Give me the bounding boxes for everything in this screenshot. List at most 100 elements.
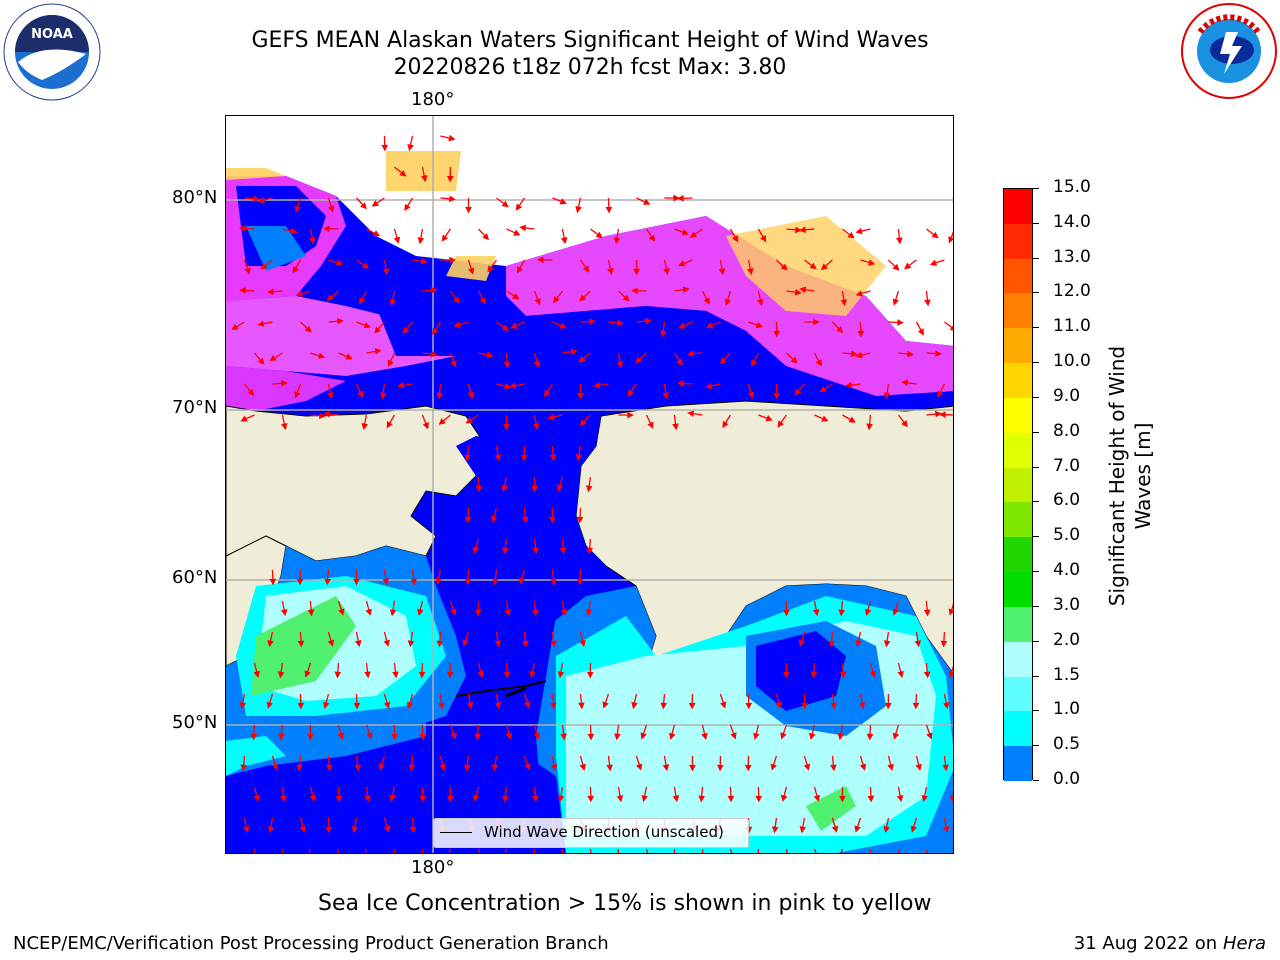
colorbar-title-line2: Waves [m] [1131,422,1155,530]
wind-arrow-head [532,547,539,555]
wind-arrow-head [585,485,593,493]
wind-arrow-head [840,299,848,307]
wind-arrow-head [836,326,844,334]
wind-arrow-head [243,826,250,834]
wind-arrow-head [948,608,953,616]
wind-arrow-head [641,795,648,803]
wind-arrow [308,848,312,853]
wind-arrow [813,848,817,853]
wind-arrow-head [520,454,528,462]
wind-arrow-head [687,410,695,418]
wind-arrow-head [949,325,953,331]
wind-arrow-head [701,732,708,740]
wind-arrow-head [467,267,475,275]
wind-arrow-head [559,322,567,329]
wind-arrow-head [892,298,899,306]
footer-host: Hera [1222,933,1266,954]
noaa-logo: NOAA [2,2,102,102]
wind-arrow-head [537,256,544,264]
wind-arrow-head [386,421,393,429]
wind-arrow-head [904,262,912,270]
wind-arrow-head [559,547,567,555]
wind-arrow-head [266,701,273,709]
lon-label-bottom: 180° [411,857,455,878]
wind-arrow-head [292,266,299,274]
wind-arrow [364,848,368,853]
colorbar-segment [1004,397,1032,434]
colorbar-tick-mark [1033,605,1039,607]
wind-arrow-head [755,321,764,329]
wind-arrow-head [644,317,652,325]
wind-arrow-head [487,265,494,273]
wind-arrow [533,848,536,853]
wind-arrow-head [359,297,366,305]
colorbar [1003,188,1033,782]
wind-arrow-head [553,296,560,304]
wind-arrow-head [239,702,247,710]
wind-arrow-head [486,351,494,359]
colorbar-segment [1004,363,1032,399]
wind-arrow-head [857,330,865,338]
wind-arrow-head [353,578,360,586]
wind-arrow-head [420,257,428,265]
wind-arrow-head [524,763,531,771]
wind-arrow [477,848,481,853]
colorbar-tick-label: 12.0 [1053,281,1091,302]
colorbar-tick-label: 15.0 [1053,177,1091,197]
wind-arrow-head [687,350,694,357]
wind-arrow-head [648,234,656,242]
wind-arrow-head [465,417,473,424]
wind-arrow-head [450,608,457,616]
wind-arrow-head [730,732,737,740]
wind-arrow-head [406,701,414,709]
wind-arrow-head [682,286,690,293]
svg-text:NOAA: NOAA [31,27,73,42]
wind-arrow-head [578,355,586,363]
wind-arrow-head [360,202,367,210]
colorbar-tick-label: 5.0 [1053,525,1081,546]
wind-arrow-head [474,609,482,617]
wind-arrow-head [513,229,521,236]
wind-arrow-head [794,288,802,296]
wind-arrow-head [260,262,268,270]
wind-arrow-head [924,299,931,307]
wind-arrow-head [926,732,933,740]
colorbar-tick-label: 8.0 [1053,420,1081,441]
wind-arrow-head [449,256,456,264]
wind-arrow-head [501,324,509,332]
wind-arrow-head [371,200,379,207]
wind-arrow [589,848,592,853]
wind-arrow-head [744,764,752,772]
wind-arrow-head [868,259,876,266]
wind-arrow-head [240,415,248,422]
colorbar-tick-mark [1033,396,1039,398]
wind-arrow-head [884,702,892,710]
wind-arrow-head [813,794,821,802]
colorbar-tick-label: 0.0 [1053,769,1081,789]
wind-arrow-head [668,732,676,740]
wind-arrow-head [635,763,643,771]
wind-arrow-head [296,764,303,772]
wind-arrow-head [250,733,258,741]
wind-arrow-head [906,350,914,358]
wind-arrow-head [550,702,557,710]
wind-arrow-head [453,321,461,328]
footer-branch: NCEP/EMC/Verification Post Processing Pr… [13,933,609,954]
wind-arrow-head [335,259,344,266]
wind-arrow-head [579,639,586,647]
wind-arrow-head [631,287,638,295]
wind-arrow-head [494,702,502,710]
wind-arrow-head [544,389,551,397]
colorbar-tick-mark [1033,188,1039,189]
wind-arrow-head [307,609,315,617]
wind-arrow-head [731,235,739,243]
wind-arrow-head [327,392,334,400]
wind-arrow-head [586,547,594,555]
wind-arrow-head [402,326,410,334]
wind-arrow-head [897,319,904,326]
wind-arrow-head [689,764,696,772]
wind-arrow-head [467,391,475,399]
wind-arrow-head [502,795,509,803]
wind-arrow-head [887,763,894,771]
wind-arrow-head [252,195,260,203]
